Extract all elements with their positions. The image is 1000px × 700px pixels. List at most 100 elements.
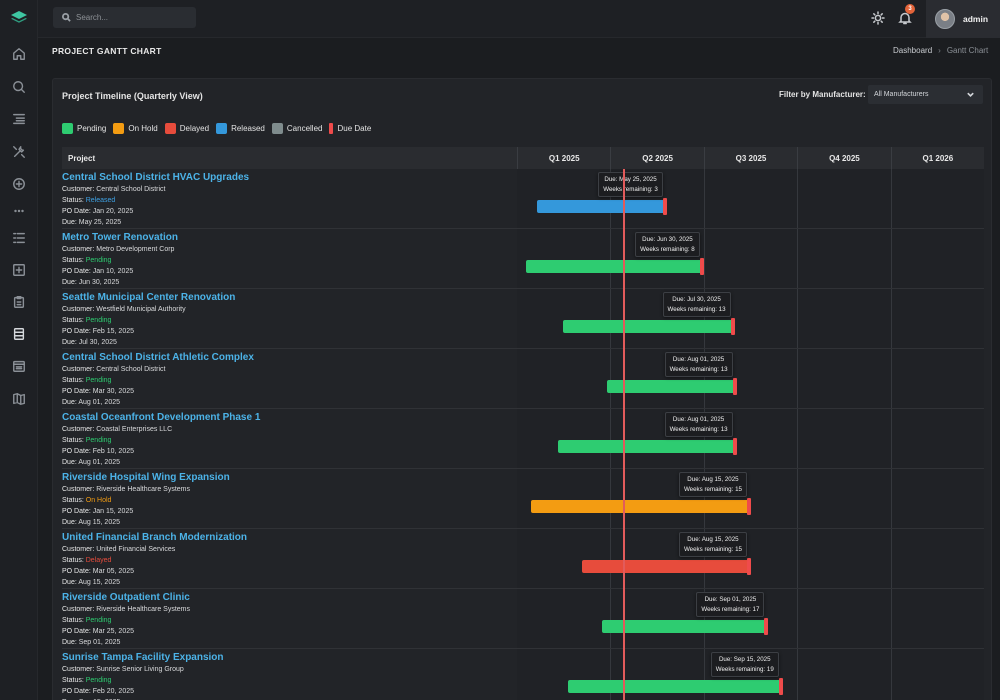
quarter-grid-line [890,349,892,408]
calendar-icon[interactable] [9,356,29,376]
table-row: Seattle Municipal Center Renovation Custo… [62,289,984,349]
project-name-link[interactable]: Central School District HVAC Upgrades [62,172,250,183]
gantt-bar[interactable] [581,560,749,573]
tooltip-weeks-value: 17 [752,605,760,613]
tooltip-due-value: Sep 15, 2025 [733,656,771,663]
due-line: Due: Aug 01, 2025 [62,399,517,408]
quarter-grid-line [610,349,612,408]
po-date-line: PO Date: Jan 10, 2025 [62,268,517,277]
clipboard-icon[interactable] [9,292,29,312]
customer-value: Westfield Municipal Authority [96,305,186,313]
table-row: Central School District HVAC Upgrades Cus… [62,169,984,229]
sidebar [0,0,38,700]
due-label: Due: [62,638,77,646]
user-menu[interactable]: admin [926,0,1000,38]
project-info: Riverside Hospital Wing Expansion Custome… [62,469,517,528]
map-icon[interactable] [9,389,29,409]
po-date-label: PO Date: [62,447,91,455]
customer-line: Customer: Metro Development Corp [62,246,517,255]
tooltip-due-label: Due: [642,236,656,243]
project-info: United Financial Branch Modernization Cus… [62,529,517,588]
tooltip-due-value: Jul 30, 2025 [687,296,721,303]
gantt-bar[interactable] [558,440,735,453]
due-date-marker [730,318,735,335]
due-tooltip: Due: Aug 01, 2025 Weeks remaining: 13 [664,352,733,377]
customer-label: Customer: [62,485,95,493]
project-name-link[interactable]: United Financial Branch Modernization [62,532,248,543]
due-tooltip: Due: Aug 01, 2025 Weeks remaining: 13 [664,412,733,437]
project-name-link[interactable]: Central School District Athletic Complex [62,352,254,363]
due-date-marker [746,498,751,515]
legend-swatch-cancelled [271,123,283,134]
quarter-header: Q3 2025 [703,147,797,169]
project-name-link[interactable]: Metro Tower Renovation [62,232,178,243]
tooltip-due-label: Due: [687,476,701,483]
due-tooltip: Due: Aug 15, 2025 Weeks remaining: 15 [678,472,747,497]
project-name-link[interactable]: Riverside Outpatient Clinic [62,592,190,603]
project-name-link[interactable]: Riverside Hospital Wing Expansion [62,472,230,483]
gantt-bar[interactable] [536,200,665,213]
manufacturer-filter-select[interactable]: All Manufacturers [868,85,983,104]
quarter-grid-line [797,229,799,288]
gantt-bar[interactable] [607,380,735,393]
gantt-header: Project Q1 2025 Q2 2025 Q3 2025 Q4 2025 … [62,147,984,169]
quarter-grid-line [703,289,705,348]
status-label: Status: [62,496,84,504]
card-title: Project Timeline (Quarterly View) [62,91,203,101]
search-input[interactable] [76,13,186,22]
due-value: Aug 01, 2025 [78,458,121,466]
project-name-link[interactable]: Seattle Municipal Center Renovation [62,292,236,303]
project-name-link[interactable]: Sunrise Tampa Facility Expansion [62,652,224,663]
tooltip-due-label: Due: [718,656,733,663]
status-label: Status: [62,316,84,324]
tooltip-weeks-line: Weeks remaining: 19 [716,665,774,675]
timeline-cell: Due: May 25, 2025 Weeks remaining: 3 [517,169,984,228]
due-date-marker [732,438,737,455]
status-label: Status: [62,376,84,384]
gantt-bar[interactable] [526,260,702,273]
notification-badge: 3 [905,4,915,14]
po-date-line: PO Date: Mar 30, 2025 [62,388,517,397]
filter-selected-value: All Manufacturers [874,91,929,98]
add-circle-icon[interactable] [9,174,29,194]
theme-toggle-sun-icon[interactable] [871,11,885,25]
more-icon[interactable] [9,201,29,221]
layers-logo-icon[interactable] [9,8,29,28]
breadcrumb: Dashboard › Gantt Chart [893,46,988,55]
quarter-grid-line [797,649,799,700]
due-label: Due: [62,398,77,406]
status-label: Status: [62,556,84,564]
due-line: Due: Sep 15, 2025 [62,699,517,700]
home-icon[interactable] [9,44,29,64]
status-label: Status: [62,256,84,264]
tooltip-due-value: May 25, 2025 [619,176,657,183]
due-line: Due: Aug 01, 2025 [62,459,517,468]
database-icon[interactable] [9,324,29,344]
tooltip-due-value: Aug 15, 2025 [701,536,739,543]
add-box-icon[interactable] [9,260,29,280]
gantt-bar[interactable] [531,500,749,513]
filter-label: Filter by Manufacturer: [779,90,866,99]
breadcrumb-dashboard-link[interactable]: Dashboard [893,46,933,55]
due-label: Due: [62,518,77,526]
list-indent-icon[interactable] [9,109,29,129]
po-date-label: PO Date: [62,567,91,575]
checklist-icon[interactable] [9,228,29,248]
gantt-bar[interactable] [602,620,767,633]
quarter-grid-line [797,529,799,588]
due-value: Aug 01, 2025 [78,398,121,406]
status-line: Status: On Hold [62,497,517,506]
po-date-label: PO Date: [62,267,91,275]
tooltip-weeks-label: Weeks remaining: [701,605,751,613]
search-box[interactable] [53,7,196,28]
avatar [935,9,955,29]
project-name-link[interactable]: Coastal Oceanfront Development Phase 1 [62,412,261,423]
chevron-down-icon [967,92,974,97]
gantt-bar[interactable] [568,680,781,693]
tooltip-due-value: Sep 01, 2025 [719,596,757,603]
gantt-bar[interactable] [563,320,733,333]
quarter-header: Q2 2025 [610,147,703,169]
tools-icon[interactable] [9,142,29,162]
notification-bell-icon[interactable] [898,11,912,25]
explore-icon[interactable] [9,77,29,97]
